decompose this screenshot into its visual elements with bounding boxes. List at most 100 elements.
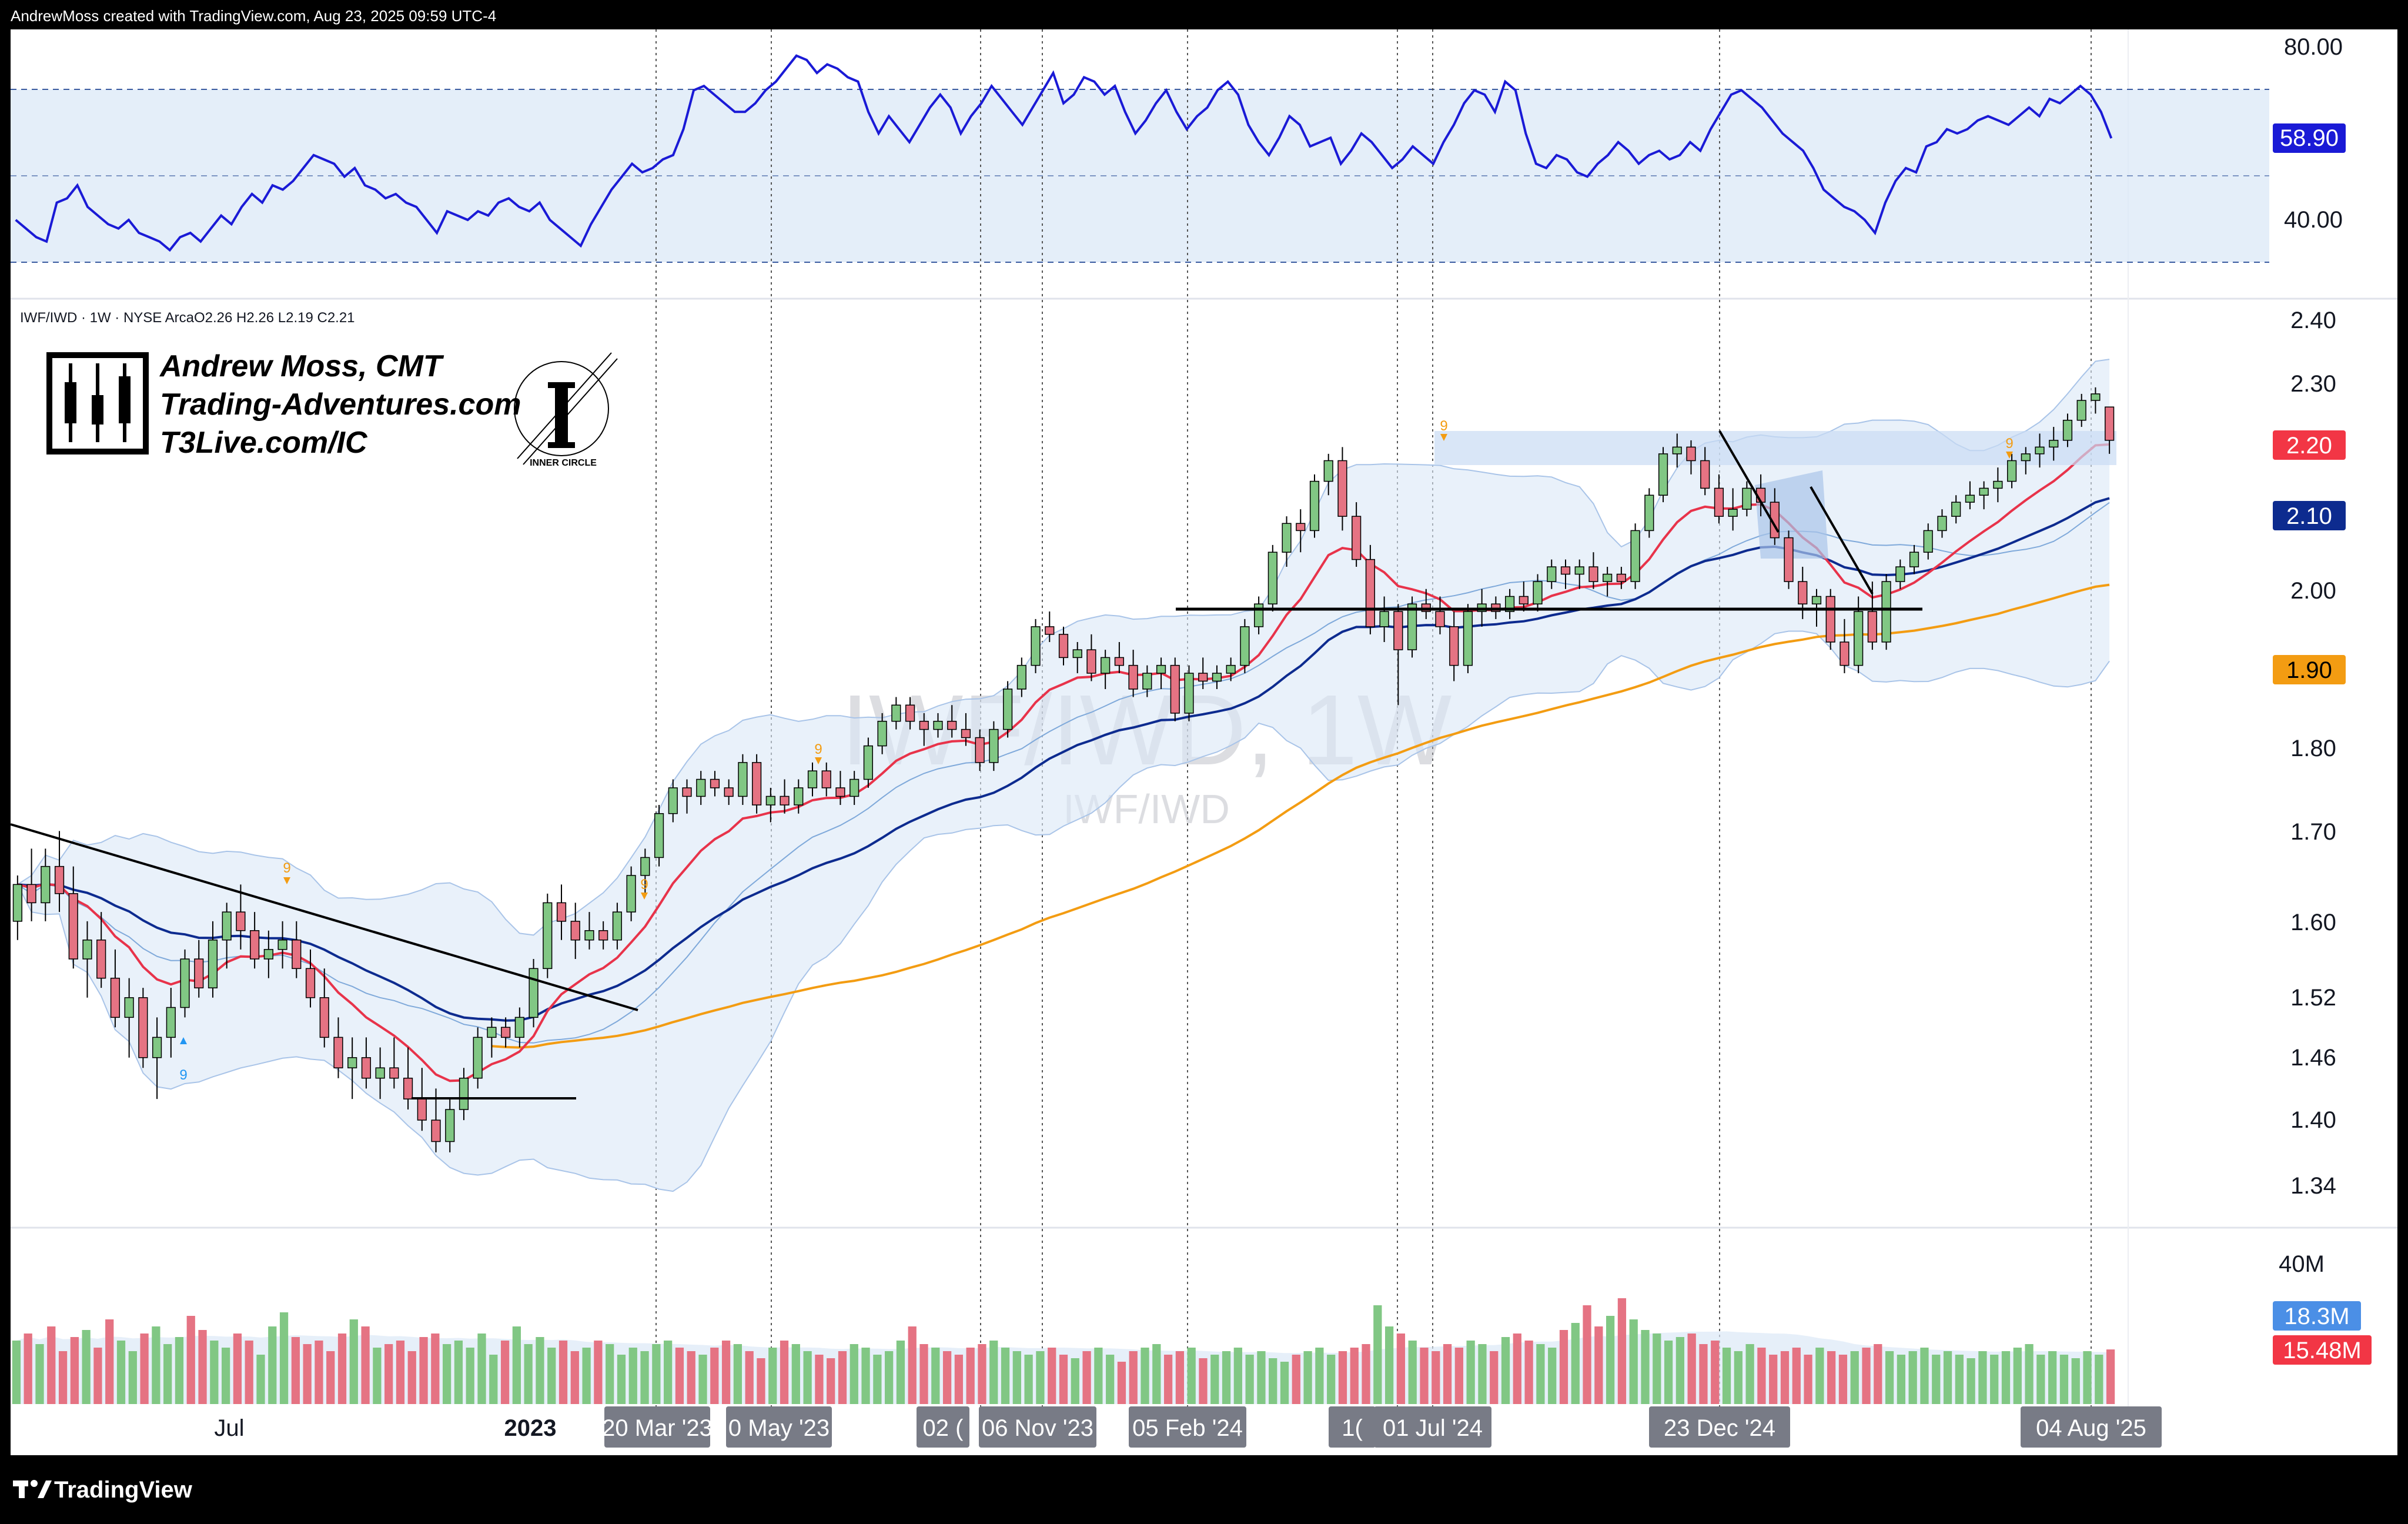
volume-bars bbox=[12, 1298, 2115, 1404]
price-axis[interactable]: 2.40 2.30 2.00 1.80 1.70 1.60 1.52 1.46 … bbox=[2273, 308, 2346, 1199]
candle-down bbox=[1128, 664, 1138, 690]
volume-bar bbox=[1478, 1344, 1487, 1404]
candle-up bbox=[696, 778, 706, 797]
candle-up bbox=[208, 939, 218, 988]
volume-bar bbox=[1711, 1341, 1720, 1404]
volume-bar bbox=[512, 1326, 521, 1404]
volume-bar bbox=[303, 1344, 312, 1404]
candle-down bbox=[1170, 664, 1180, 714]
volume-bar bbox=[1280, 1362, 1289, 1404]
candle-down bbox=[1449, 626, 1459, 666]
candle-down bbox=[319, 997, 329, 1038]
candle-up bbox=[584, 930, 594, 941]
candle-up bbox=[347, 1057, 357, 1068]
time-marker-tag[interactable] bbox=[917, 1406, 969, 1448]
time-marker-tag[interactable] bbox=[1329, 1406, 1376, 1448]
volume-bar bbox=[815, 1355, 824, 1404]
rsi-current-value: 58.90 bbox=[2280, 125, 2339, 151]
price-label-ma-mid-text: 2.10 bbox=[2286, 503, 2332, 529]
tradingview-brand-text: TradingView bbox=[54, 1477, 193, 1503]
candle-down bbox=[919, 720, 929, 730]
volume-bar bbox=[1641, 1330, 1650, 1404]
time-marker-tag[interactable] bbox=[604, 1406, 710, 1448]
candle-up bbox=[1742, 487, 1752, 510]
rsi-axis-tick-80: 80.00 bbox=[2284, 34, 2343, 60]
price-label-ma-mid bbox=[2273, 501, 2346, 530]
volume-bar bbox=[233, 1333, 242, 1404]
time-marker-tag[interactable] bbox=[1649, 1406, 1790, 1448]
count-arrow bbox=[283, 877, 290, 884]
volume-bar bbox=[1501, 1337, 1510, 1404]
volume-bar bbox=[1338, 1351, 1347, 1404]
volume-bar bbox=[978, 1344, 986, 1404]
candle-up bbox=[1672, 446, 1682, 454]
volume-bar bbox=[1420, 1348, 1429, 1404]
rsi-line bbox=[15, 54, 2113, 252]
price-tick: 1.80 bbox=[2290, 736, 2336, 761]
time-marker-label: 02 ( bbox=[923, 1415, 964, 1441]
volume-bar bbox=[175, 1337, 184, 1404]
candle-up bbox=[1658, 453, 1668, 496]
candle-up bbox=[459, 1077, 469, 1110]
time-marker-tag[interactable] bbox=[1129, 1406, 1246, 1448]
candle-up bbox=[1016, 664, 1026, 690]
volume-bar bbox=[1653, 1333, 1661, 1404]
volume-bar bbox=[47, 1326, 56, 1404]
time-marker-tag[interactable] bbox=[979, 1406, 1096, 1448]
count-arrow bbox=[641, 893, 648, 900]
candle-up bbox=[277, 939, 287, 950]
volume-bar bbox=[2083, 1351, 2092, 1404]
candle-up bbox=[1547, 566, 1557, 582]
time-marker-label: 1( bbox=[1342, 1415, 1363, 1441]
resistance-zone[interactable] bbox=[1434, 431, 2116, 465]
candle-up bbox=[1226, 664, 1236, 674]
volume-bar bbox=[1269, 1358, 1277, 1404]
volume-bar bbox=[1141, 1348, 1149, 1404]
candle-up bbox=[152, 1037, 162, 1058]
candle-up bbox=[612, 911, 623, 941]
volume-bar bbox=[1850, 1351, 1859, 1404]
time-axis[interactable]: Jul 2023 20 Mar '23 0 May '23 02 (06 Nov '… bbox=[214, 1406, 2162, 1448]
volume-bar bbox=[58, 1351, 68, 1404]
volume-bar bbox=[128, 1351, 137, 1404]
volume-tick-40m: 40M bbox=[2279, 1251, 2325, 1277]
volume-bar bbox=[827, 1358, 835, 1404]
volume-bar bbox=[652, 1344, 661, 1404]
candle-down bbox=[1045, 626, 1055, 635]
volume-bar bbox=[2013, 1348, 2022, 1404]
count-arrow bbox=[2006, 452, 2013, 459]
price-tick: 2.00 bbox=[2290, 578, 2336, 604]
volume-bar bbox=[116, 1341, 126, 1404]
candle-up bbox=[1184, 673, 1194, 714]
candle-up bbox=[473, 1037, 483, 1079]
volume-bar bbox=[1024, 1355, 1033, 1404]
candle-up bbox=[877, 720, 887, 747]
candle-up bbox=[1101, 657, 1111, 674]
price-tick: 1.46 bbox=[2290, 1045, 2336, 1071]
candle-up bbox=[124, 997, 134, 1018]
time-marker-tag[interactable] bbox=[1374, 1406, 1491, 1448]
volume-bar bbox=[1443, 1344, 1452, 1404]
downtrend-line[interactable] bbox=[10, 823, 638, 1011]
volume-bar bbox=[24, 1333, 32, 1404]
volume-bar bbox=[1838, 1355, 1848, 1404]
volume-bar bbox=[1908, 1351, 1917, 1404]
pole-line-2[interactable] bbox=[1810, 486, 1874, 594]
candle-down bbox=[1560, 566, 1571, 575]
volume-bar bbox=[384, 1344, 393, 1404]
candle-up bbox=[1072, 649, 1082, 659]
volume-bar bbox=[1571, 1323, 1580, 1404]
time-label-jul: Jul bbox=[214, 1415, 244, 1441]
candle-up bbox=[1993, 480, 2003, 489]
pole-line-1[interactable] bbox=[1718, 430, 1780, 533]
time-marker-tag[interactable] bbox=[2021, 1406, 2162, 1448]
candle-down bbox=[417, 1098, 427, 1121]
volume-bar bbox=[279, 1312, 289, 1404]
volume-bar bbox=[1548, 1348, 1557, 1404]
price-label-last bbox=[2273, 430, 2346, 460]
volume-axis[interactable]: 40M 18.3M 15.48M bbox=[2273, 1251, 2372, 1365]
candle-up bbox=[863, 745, 873, 780]
time-marker-tag[interactable] bbox=[726, 1406, 832, 1448]
volume-bar bbox=[558, 1341, 568, 1404]
